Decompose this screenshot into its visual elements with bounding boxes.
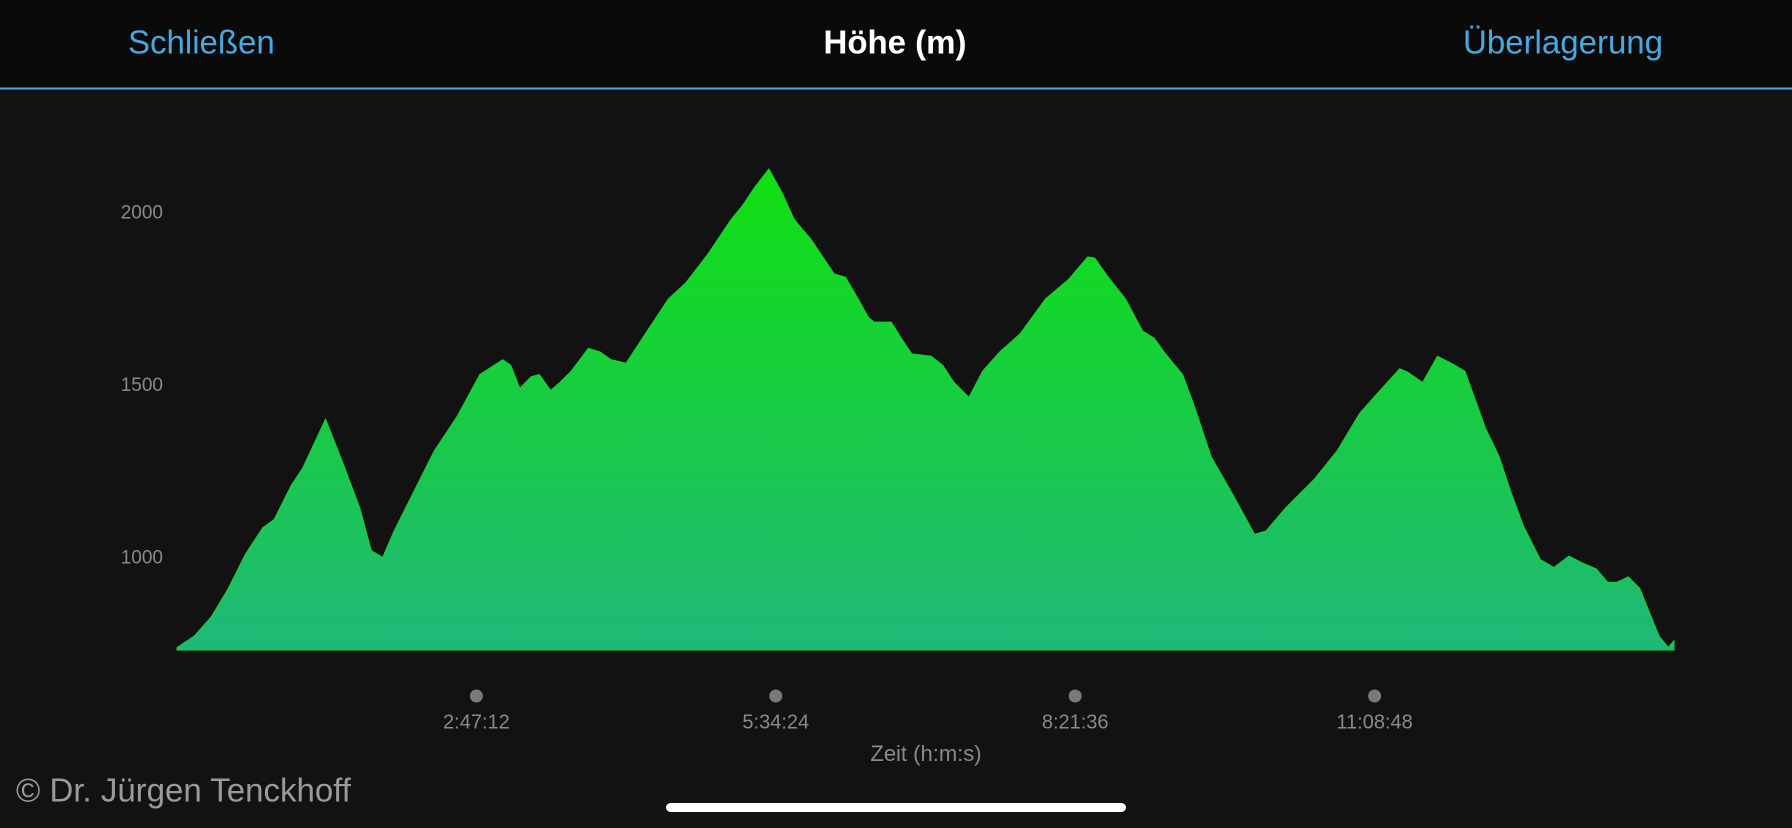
watermark: © Dr. Jürgen Tenckhoff (16, 772, 352, 809)
x-tick-dot (769, 689, 783, 703)
y-tick-label: 2000 (121, 202, 163, 223)
home-indicator (666, 803, 1126, 812)
header-bar (0, 0, 1792, 88)
x-tick-label: 11:08:48 (1336, 711, 1412, 733)
elevation-area (176, 167, 1675, 651)
x-tick-label: 5:34:24 (742, 711, 809, 733)
x-tick-dot (1368, 689, 1382, 703)
y-tick-label: 1500 (121, 375, 163, 396)
x-tick-dot (1068, 689, 1082, 703)
x-tick-dot (469, 689, 483, 703)
y-tick-label: 1000 (121, 548, 163, 569)
chart-title: Höhe (m) (824, 24, 967, 61)
x-tick-label: 8:21:36 (1042, 711, 1109, 733)
close-button[interactable]: Schließen (128, 24, 275, 61)
overlay-button[interactable]: Überlagerung (1463, 24, 1663, 61)
x-tick-label: 2:47:12 (443, 711, 510, 733)
x-axis-label: Zeit (h:m:s) (870, 741, 981, 766)
